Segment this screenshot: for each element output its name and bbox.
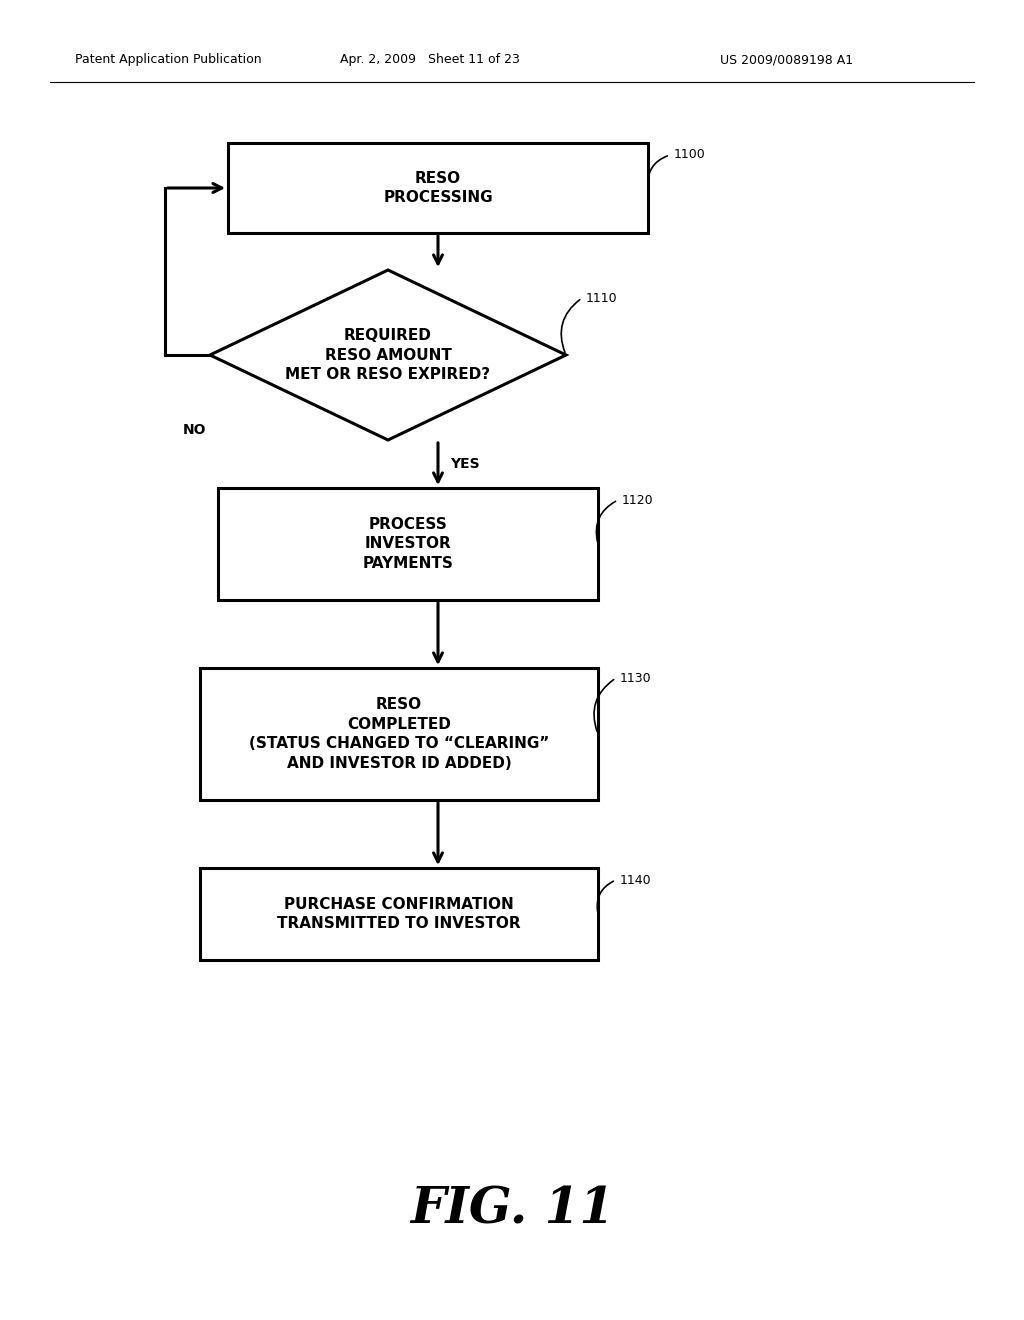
Text: 1100: 1100 — [674, 149, 706, 161]
Bar — [200, 668, 598, 800]
Text: 1120: 1120 — [622, 494, 653, 507]
Text: 1130: 1130 — [620, 672, 651, 685]
Bar — [200, 869, 598, 960]
Polygon shape — [210, 271, 566, 440]
Bar — [218, 488, 598, 601]
Bar — [228, 143, 648, 234]
Text: PROCESS
INVESTOR
PAYMENTS: PROCESS INVESTOR PAYMENTS — [362, 516, 454, 572]
Text: RESO
COMPLETED
(STATUS CHANGED TO “CLEARING”
AND INVESTOR ID ADDED): RESO COMPLETED (STATUS CHANGED TO “CLEAR… — [249, 697, 549, 771]
Text: PURCHASE CONFIRMATION
TRANSMITTED TO INVESTOR: PURCHASE CONFIRMATION TRANSMITTED TO INV… — [278, 896, 521, 932]
Text: Apr. 2, 2009   Sheet 11 of 23: Apr. 2, 2009 Sheet 11 of 23 — [340, 54, 520, 66]
Text: FIG. 11: FIG. 11 — [410, 1185, 614, 1234]
Text: 1140: 1140 — [620, 874, 651, 887]
Text: Patent Application Publication: Patent Application Publication — [75, 54, 261, 66]
Text: YES: YES — [450, 457, 479, 471]
Text: 1110: 1110 — [586, 292, 617, 305]
Text: US 2009/0089198 A1: US 2009/0089198 A1 — [720, 54, 853, 66]
Text: RESO
PROCESSING: RESO PROCESSING — [383, 170, 493, 206]
Text: REQUIRED
RESO AMOUNT
MET OR RESO EXPIRED?: REQUIRED RESO AMOUNT MET OR RESO EXPIRED… — [286, 327, 490, 383]
Text: NO: NO — [183, 422, 207, 437]
